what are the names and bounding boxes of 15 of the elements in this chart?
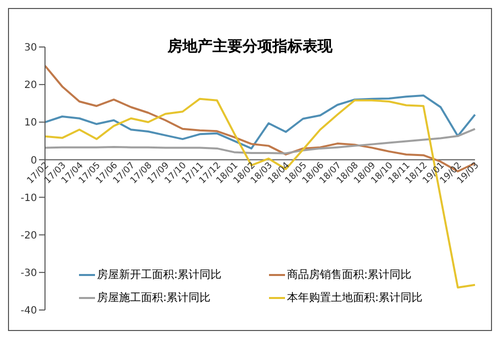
line-series (44, 128, 476, 154)
y-tick-label: -10 (20, 192, 37, 204)
y-tick-label: 30 (24, 42, 37, 54)
legend-label: 房屋新开工面积:累计同比 (97, 267, 222, 282)
y-tick-label: 20 (24, 80, 37, 92)
y-tick-label: 10 (24, 118, 37, 129)
y-tick-label: 0 (30, 155, 37, 166)
chart-title: 房地产主要分项指标表现 (168, 37, 332, 55)
y-tick-label: -40 (20, 306, 37, 317)
legend-label: 本年购置土地面积:累计同比 (287, 290, 423, 305)
line-series (44, 94, 476, 150)
legend-label: 房屋施工面积:累计同比 (97, 290, 211, 305)
y-tick-label: -30 (20, 268, 37, 279)
y-tick-label: -20 (20, 230, 37, 242)
legend-label: 商品房销售面积:累计同比 (287, 267, 412, 282)
